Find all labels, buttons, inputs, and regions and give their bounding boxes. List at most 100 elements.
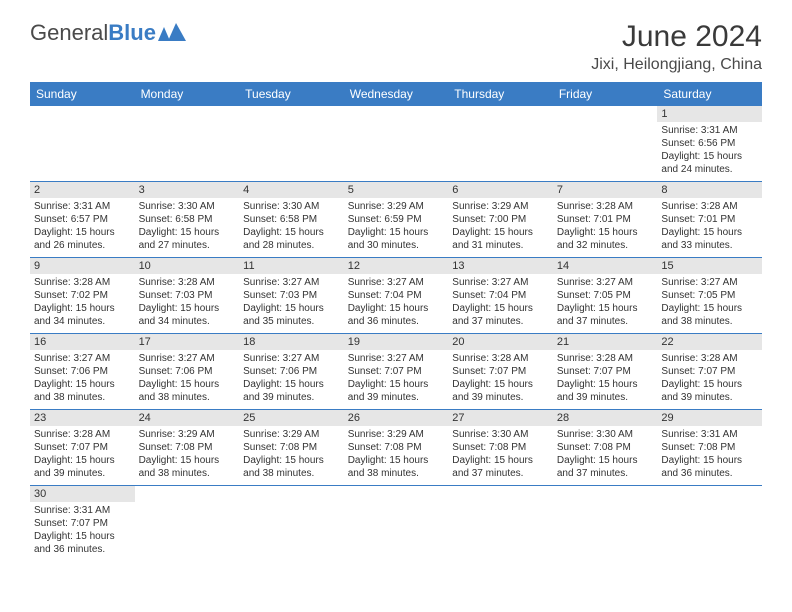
day-cell: 17Sunrise: 3:27 AMSunset: 7:06 PMDayligh… — [135, 334, 240, 410]
sunrise-text: Sunrise: 3:29 AM — [452, 200, 549, 213]
day-number: 28 — [553, 410, 658, 426]
sunset-text: Sunset: 7:06 PM — [243, 365, 340, 378]
daylight-text: Daylight: 15 hours and 39 minutes. — [452, 378, 549, 404]
sunrise-text: Sunrise: 3:28 AM — [661, 200, 758, 213]
day-number: 25 — [239, 410, 344, 426]
weekday-cell: Tuesday — [239, 82, 344, 106]
sunset-text: Sunset: 7:08 PM — [557, 441, 654, 454]
daylight-text: Daylight: 15 hours and 34 minutes. — [34, 302, 131, 328]
sunset-text: Sunset: 6:58 PM — [243, 213, 340, 226]
day-number: 5 — [344, 182, 449, 198]
sunrise-text: Sunrise: 3:28 AM — [452, 352, 549, 365]
daylight-text: Daylight: 15 hours and 27 minutes. — [139, 226, 236, 252]
sunrise-text: Sunrise: 3:29 AM — [348, 428, 445, 441]
day-cell: 23Sunrise: 3:28 AMSunset: 7:07 PMDayligh… — [30, 410, 135, 486]
empty-cell — [448, 106, 553, 182]
day-cell: 27Sunrise: 3:30 AMSunset: 7:08 PMDayligh… — [448, 410, 553, 486]
sunrise-text: Sunrise: 3:27 AM — [452, 276, 549, 289]
sunrise-text: Sunrise: 3:28 AM — [34, 276, 131, 289]
daylight-text: Daylight: 15 hours and 38 minutes. — [348, 454, 445, 480]
sunrise-text: Sunrise: 3:29 AM — [139, 428, 236, 441]
daylight-text: Daylight: 15 hours and 31 minutes. — [452, 226, 549, 252]
day-cell: 18Sunrise: 3:27 AMSunset: 7:06 PMDayligh… — [239, 334, 344, 410]
day-cell: 13Sunrise: 3:27 AMSunset: 7:04 PMDayligh… — [448, 258, 553, 334]
sunrise-text: Sunrise: 3:31 AM — [34, 200, 131, 213]
sunrise-text: Sunrise: 3:27 AM — [348, 276, 445, 289]
sunrise-text: Sunrise: 3:31 AM — [661, 428, 758, 441]
sunrise-text: Sunrise: 3:31 AM — [34, 504, 131, 517]
day-cell: 11Sunrise: 3:27 AMSunset: 7:03 PMDayligh… — [239, 258, 344, 334]
weekday-cell: Sunday — [30, 82, 135, 106]
day-cell: 2Sunrise: 3:31 AMSunset: 6:57 PMDaylight… — [30, 182, 135, 258]
weekday-cell: Saturday — [657, 82, 762, 106]
sunset-text: Sunset: 7:07 PM — [452, 365, 549, 378]
sunset-text: Sunset: 7:00 PM — [452, 213, 549, 226]
day-number: 18 — [239, 334, 344, 350]
day-number: 1 — [657, 106, 762, 122]
daylight-text: Daylight: 15 hours and 38 minutes. — [34, 378, 131, 404]
logo-text-general: General — [30, 20, 108, 46]
day-number: 16 — [30, 334, 135, 350]
location-text: Jixi, Heilongjiang, China — [591, 56, 762, 74]
sunrise-text: Sunrise: 3:28 AM — [34, 428, 131, 441]
sunset-text: Sunset: 7:04 PM — [452, 289, 549, 302]
sunset-text: Sunset: 7:05 PM — [661, 289, 758, 302]
day-cell: 28Sunrise: 3:30 AMSunset: 7:08 PMDayligh… — [553, 410, 658, 486]
daylight-text: Daylight: 15 hours and 39 minutes. — [348, 378, 445, 404]
daylight-text: Daylight: 15 hours and 38 minutes. — [243, 454, 340, 480]
sunrise-text: Sunrise: 3:29 AM — [243, 428, 340, 441]
sunset-text: Sunset: 7:07 PM — [557, 365, 654, 378]
day-cell: 14Sunrise: 3:27 AMSunset: 7:05 PMDayligh… — [553, 258, 658, 334]
day-number: 17 — [135, 334, 240, 350]
day-cell: 5Sunrise: 3:29 AMSunset: 6:59 PMDaylight… — [344, 182, 449, 258]
sunset-text: Sunset: 7:02 PM — [34, 289, 131, 302]
sunrise-text: Sunrise: 3:28 AM — [139, 276, 236, 289]
sunset-text: Sunset: 7:04 PM — [348, 289, 445, 302]
logo: GeneralBlue — [30, 20, 186, 46]
day-cell: 19Sunrise: 3:27 AMSunset: 7:07 PMDayligh… — [344, 334, 449, 410]
empty-cell — [135, 106, 240, 182]
day-cell: 12Sunrise: 3:27 AMSunset: 7:04 PMDayligh… — [344, 258, 449, 334]
empty-cell — [553, 106, 658, 182]
day-number: 9 — [30, 258, 135, 274]
sunrise-text: Sunrise: 3:27 AM — [139, 352, 236, 365]
sunset-text: Sunset: 7:08 PM — [139, 441, 236, 454]
sunset-text: Sunset: 7:08 PM — [348, 441, 445, 454]
day-number: 30 — [30, 486, 135, 502]
sunset-text: Sunset: 7:08 PM — [452, 441, 549, 454]
logo-flag-icon — [158, 23, 186, 43]
logo-text-blue: Blue — [108, 20, 156, 46]
sunset-text: Sunset: 7:03 PM — [139, 289, 236, 302]
day-cell: 10Sunrise: 3:28 AMSunset: 7:03 PMDayligh… — [135, 258, 240, 334]
sunrise-text: Sunrise: 3:30 AM — [139, 200, 236, 213]
daylight-text: Daylight: 15 hours and 37 minutes. — [452, 454, 549, 480]
weekday-cell: Friday — [553, 82, 658, 106]
day-cell: 24Sunrise: 3:29 AMSunset: 7:08 PMDayligh… — [135, 410, 240, 486]
day-cell: 6 Sunrise: 3:29 AMSunset: 7:00 PMDaylight… — [448, 182, 553, 258]
daylight-text: Daylight: 15 hours and 39 minutes. — [34, 454, 131, 480]
day-cell: 22Sunrise: 3:28 AMSunset: 7:07 PMDayligh… — [657, 334, 762, 410]
sunrise-text: Sunrise: 3:27 AM — [243, 352, 340, 365]
sunrise-text: Sunrise: 3:31 AM — [661, 124, 758, 137]
daylight-text: Daylight: 15 hours and 37 minutes. — [557, 302, 654, 328]
day-number: 11 — [239, 258, 344, 274]
daylight-text: Daylight: 15 hours and 37 minutes. — [452, 302, 549, 328]
day-number: 26 — [344, 410, 449, 426]
sunset-text: Sunset: 6:59 PM — [348, 213, 445, 226]
daylight-text: Daylight: 15 hours and 36 minutes. — [34, 530, 131, 556]
sunrise-text: Sunrise: 3:27 AM — [557, 276, 654, 289]
header: GeneralBlue June 2024 Jixi, Heilongjiang… — [30, 20, 762, 74]
sunrise-text: Sunrise: 3:28 AM — [557, 200, 654, 213]
daylight-text: Daylight: 15 hours and 38 minutes. — [139, 378, 236, 404]
day-number: 6 — [448, 182, 553, 198]
day-cell: 20Sunrise: 3:28 AMSunset: 7:07 PMDayligh… — [448, 334, 553, 410]
day-cell: 1Sunrise: 3:31 AMSunset: 6:56 PMDaylight… — [657, 106, 762, 182]
sunset-text: Sunset: 7:07 PM — [348, 365, 445, 378]
weekday-cell: Thursday — [448, 82, 553, 106]
sunset-text: Sunset: 6:57 PM — [34, 213, 131, 226]
daylight-text: Daylight: 15 hours and 36 minutes. — [661, 454, 758, 480]
daylight-text: Daylight: 15 hours and 39 minutes. — [557, 378, 654, 404]
day-cell: 4Sunrise: 3:30 AMSunset: 6:58 PMDaylight… — [239, 182, 344, 258]
sunset-text: Sunset: 7:01 PM — [661, 213, 758, 226]
day-cell: 3Sunrise: 3:30 AMSunset: 6:58 PMDaylight… — [135, 182, 240, 258]
